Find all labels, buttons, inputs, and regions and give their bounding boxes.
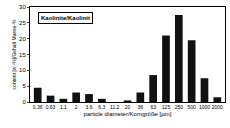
svg-text:30: 30 — [19, 4, 26, 10]
svg-text:content [w.-%]/Gehalt Masse-%: content [w.-%]/Gehalt Masse-% — [11, 19, 17, 89]
svg-text:Kaolinite/Kaolinit: Kaolinite/Kaolinit — [41, 15, 90, 21]
svg-text:20: 20 — [125, 104, 131, 110]
svg-text:2: 2 — [75, 104, 78, 110]
svg-text:6.3: 6.3 — [98, 104, 105, 110]
svg-text:11.2: 11.2 — [110, 104, 120, 110]
svg-text:63: 63 — [150, 104, 156, 110]
svg-text:25: 25 — [19, 20, 26, 26]
svg-text:5: 5 — [22, 83, 26, 89]
svg-text:36: 36 — [138, 104, 144, 110]
svg-text:10: 10 — [19, 67, 26, 73]
svg-text:0.36: 0.36 — [33, 104, 43, 110]
svg-text:0: 0 — [22, 99, 26, 105]
svg-text:500: 500 — [187, 104, 196, 110]
svg-text:1000: 1000 — [199, 104, 210, 110]
svg-text:250: 250 — [175, 104, 184, 110]
svg-text:1.1: 1.1 — [60, 104, 67, 110]
svg-text:125: 125 — [162, 104, 171, 110]
svg-text:20: 20 — [19, 36, 26, 42]
svg-text:15: 15 — [19, 52, 26, 58]
svg-text:3.6: 3.6 — [86, 104, 93, 110]
svg-text:particle diameter/Korngröße [µ: particle diameter/Korngröße [µm] — [84, 111, 172, 117]
svg-text:2000: 2000 — [212, 104, 223, 110]
svg-text:0.63: 0.63 — [46, 104, 56, 110]
